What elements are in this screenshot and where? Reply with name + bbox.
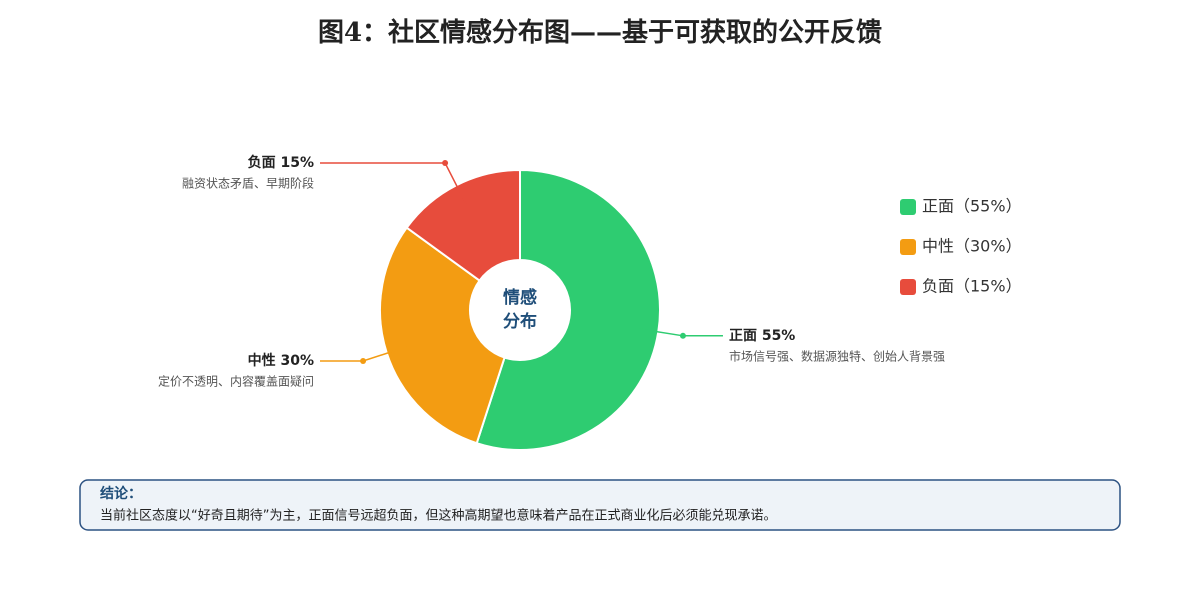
callout-description: 市场信号强、数据源独特、创始人背景强	[729, 348, 945, 363]
value-label: 负面 15%	[248, 154, 314, 171]
value-label: 中性 30%	[248, 352, 314, 369]
legend-label: 正面（55%）	[922, 197, 1022, 216]
value-label: 正面 55%	[729, 328, 795, 344]
callout-dot	[679, 332, 686, 339]
callout-dot	[360, 357, 367, 364]
conclusion-box	[79, 479, 1121, 531]
conclusion-text: 当前社区态度以“好奇且期待”为主，正面信号远超负面，但这种高期望也意味着产品在正…	[100, 508, 776, 524]
donut-segment	[405, 168, 521, 283]
legend-label: 负面（15%）	[922, 277, 1022, 296]
callout-description: 融资状态矛盾、早期阶段	[182, 175, 314, 190]
legend-label: 中性（30%）	[922, 237, 1022, 256]
center-label: 情感	[503, 287, 537, 308]
chart-title: 图4：社区情感分布图——基于可获取的公开反馈	[318, 17, 882, 48]
legend-swatch	[900, 239, 916, 255]
legend-swatch	[900, 199, 916, 215]
legend-swatch	[900, 279, 916, 295]
donut-segment	[475, 168, 661, 451]
callout-description: 定价不透明、内容覆盖面疑问	[158, 373, 314, 388]
conclusion-title: 结论：	[100, 485, 142, 502]
center-label: 分布	[503, 311, 537, 332]
donut-segment	[379, 226, 506, 445]
callout-dot	[442, 159, 449, 166]
